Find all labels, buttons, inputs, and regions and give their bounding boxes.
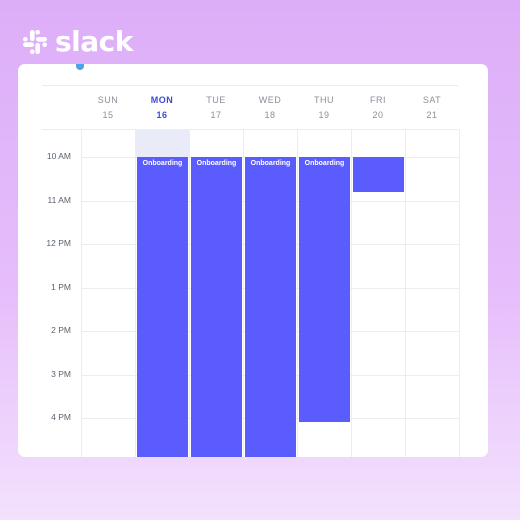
day-date: 18 xyxy=(264,110,276,120)
slack-wordmark: slack xyxy=(55,25,133,58)
calendar-event[interactable]: Onboarding xyxy=(137,157,188,457)
today-column-highlight xyxy=(136,130,189,157)
day-header-tue[interactable]: TUE xyxy=(206,95,226,105)
event-title: Onboarding xyxy=(250,160,291,167)
column-divider xyxy=(81,129,82,457)
day-date: 15 xyxy=(102,110,114,120)
avatar-dot xyxy=(76,64,84,70)
calendar-event[interactable]: Onboarding xyxy=(191,157,242,457)
day-header-fri[interactable]: FRI xyxy=(370,95,386,105)
column-divider xyxy=(351,129,352,457)
time-label: 1 PM xyxy=(51,281,71,292)
time-label: 11 AM xyxy=(47,194,71,205)
slack-hash-icon xyxy=(23,30,47,54)
day-date: 20 xyxy=(372,110,384,120)
time-label: 10 AM xyxy=(46,151,71,161)
day-date: 17 xyxy=(210,110,222,120)
day-header-sat[interactable]: SAT xyxy=(422,95,442,105)
column-divider xyxy=(459,129,460,457)
calendar-event[interactable] xyxy=(353,157,404,192)
day-header-sun[interactable]: SUN xyxy=(97,95,119,105)
column-divider xyxy=(405,129,406,457)
day-header-wed[interactable]: WED xyxy=(258,95,282,105)
day-date: 19 xyxy=(318,110,330,120)
header-divider xyxy=(42,129,458,130)
calendar-event[interactable]: Onboarding xyxy=(299,157,350,423)
calendar-event[interactable]: Onboarding xyxy=(245,157,296,457)
day-header-mon[interactable]: MON xyxy=(150,95,174,105)
column-divider xyxy=(297,129,298,457)
event-title: Onboarding xyxy=(304,160,345,167)
time-label: 3 PM xyxy=(51,368,71,379)
time-label: 12 PM xyxy=(46,238,71,248)
header-top-divider xyxy=(42,85,458,86)
column-divider xyxy=(189,129,190,457)
calendar-card: 10 AM 11 AM 12 PM 1 PM 2 PM 3 PM 4 PM SUN 15 MON 1… xyxy=(18,64,488,457)
time-label: 4 PM xyxy=(51,412,71,422)
day-header-thu[interactable]: THU xyxy=(314,95,334,105)
time-label: 2 PM xyxy=(51,325,71,335)
column-divider xyxy=(135,129,136,457)
event-title: Onboarding xyxy=(196,160,237,167)
slack-logo: slack xyxy=(20,28,133,56)
day-date: 21 xyxy=(426,110,438,120)
column-divider xyxy=(243,129,244,457)
day-date: 16 xyxy=(156,110,168,120)
event-title: Onboarding xyxy=(142,160,183,167)
